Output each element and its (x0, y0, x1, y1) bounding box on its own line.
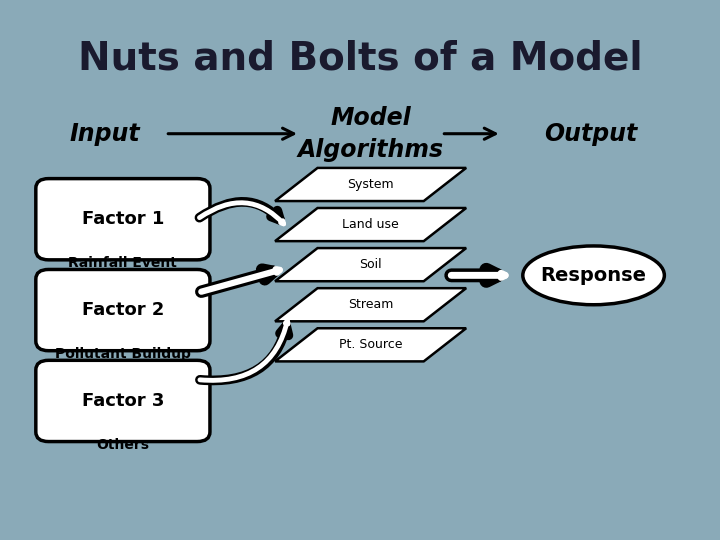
Text: Algorithms: Algorithms (297, 138, 444, 162)
Text: Factor 2: Factor 2 (81, 301, 164, 319)
Text: Pollutant Buildup: Pollutant Buildup (55, 347, 191, 361)
Polygon shape (275, 288, 466, 321)
Ellipse shape (523, 246, 665, 305)
Polygon shape (275, 328, 466, 361)
FancyBboxPatch shape (36, 360, 210, 442)
Text: Model: Model (330, 106, 411, 130)
FancyBboxPatch shape (36, 269, 210, 350)
Polygon shape (275, 248, 466, 281)
Text: Rainfall Event: Rainfall Event (68, 256, 177, 270)
Text: Soil: Soil (359, 258, 382, 271)
Text: System: System (347, 178, 394, 191)
Text: Factor 1: Factor 1 (81, 210, 164, 228)
Polygon shape (275, 208, 466, 241)
Text: Output: Output (544, 122, 637, 146)
Text: Response: Response (541, 266, 647, 285)
Text: Nuts and Bolts of a Model: Nuts and Bolts of a Model (78, 40, 642, 78)
Text: Factor 3: Factor 3 (81, 392, 164, 410)
FancyBboxPatch shape (36, 179, 210, 260)
Text: Land use: Land use (342, 218, 399, 231)
Text: Input: Input (70, 122, 140, 146)
Text: Others: Others (96, 438, 149, 452)
Polygon shape (275, 168, 466, 201)
Text: Pt. Source: Pt. Source (339, 339, 402, 352)
Text: Stream: Stream (348, 298, 393, 311)
